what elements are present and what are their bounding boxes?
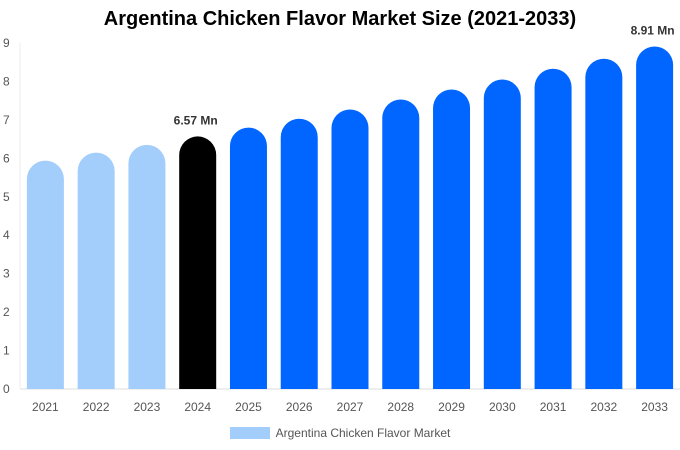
bar-2032 <box>585 58 623 390</box>
x-tick-label: 2025 <box>235 400 262 414</box>
x-tick-label: 2022 <box>83 400 110 414</box>
y-tick-label: 6 <box>3 151 10 165</box>
legend-swatch <box>229 427 270 439</box>
chart-title: Argentina Chicken Flavor Market Size (20… <box>103 8 577 30</box>
x-tick-label: 2030 <box>489 400 516 414</box>
data-label: 6.57 Mn <box>174 113 218 127</box>
y-tick-label: 5 <box>3 190 10 204</box>
bar-2028 <box>382 99 420 389</box>
bar-2031 <box>534 68 572 389</box>
x-tick-label: 2021 <box>32 400 59 414</box>
x-tick-label: 2027 <box>337 400 364 414</box>
x-tick-label: 2023 <box>134 400 161 414</box>
x-tick-label: 2031 <box>540 400 567 414</box>
bar-2023 <box>128 144 166 389</box>
x-tick-label: 2028 <box>387 400 414 414</box>
x-tick-label: 2024 <box>184 400 211 414</box>
bar-2025 <box>229 127 267 390</box>
bar-2029 <box>433 89 471 389</box>
y-tick-label: 8 <box>3 74 10 88</box>
x-tick-label: 2026 <box>286 400 313 414</box>
bar-2027 <box>331 109 369 389</box>
bar-2030 <box>483 79 521 390</box>
bar-2024 <box>179 136 217 389</box>
bar-2022 <box>77 152 115 389</box>
y-tick-label: 4 <box>3 228 10 242</box>
y-tick-label: 3 <box>3 267 10 281</box>
y-tick-label: 1 <box>3 344 10 358</box>
y-tick-label: 0 <box>3 382 10 396</box>
bar-2026 <box>280 118 318 390</box>
y-tick-label: 9 <box>3 36 10 50</box>
x-tick-label: 2033 <box>641 400 668 414</box>
x-tick-label: 2032 <box>590 400 617 414</box>
y-tick-label: 7 <box>3 113 10 127</box>
legend-label: Argentina Chicken Flavor Market <box>275 426 451 440</box>
y-tick-label: 2 <box>3 305 10 319</box>
data-label: 8.91 Mn <box>631 23 675 37</box>
legend: Argentina Chicken Flavor Market <box>0 426 680 440</box>
bar-2021 <box>26 160 64 389</box>
bar-2033 <box>636 46 674 390</box>
x-tick-label: 2029 <box>438 400 465 414</box>
